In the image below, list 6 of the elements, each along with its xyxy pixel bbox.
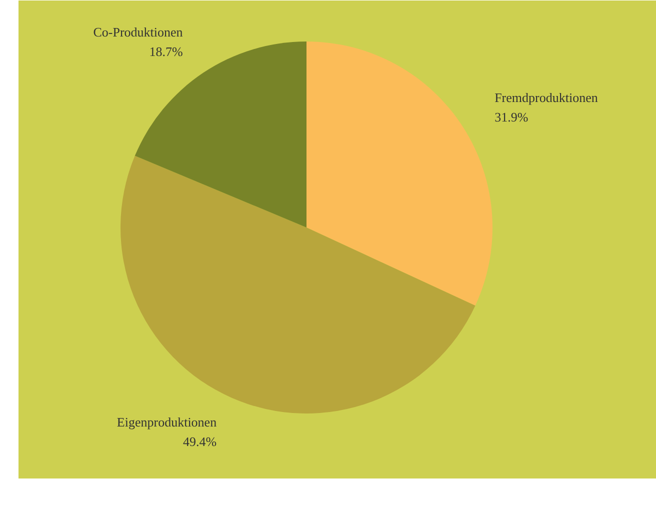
data-label: 49.4% bbox=[182, 434, 217, 450]
slice-label: Co-Produktionen bbox=[93, 24, 184, 40]
data-label: 18.7% bbox=[149, 44, 183, 59]
slice-label: Fremdproduktionen bbox=[494, 90, 598, 106]
slice-label: Eigenproduktionen bbox=[116, 414, 218, 430]
data-label: 31.9% bbox=[494, 110, 528, 125]
